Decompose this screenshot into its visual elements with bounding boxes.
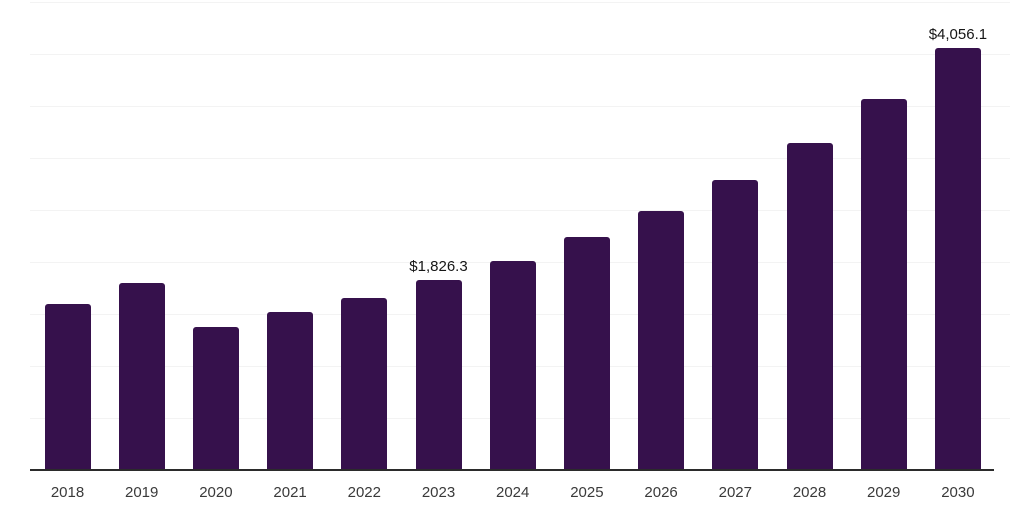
bar-2020[interactable] [192,326,239,470]
x-tick-label-2018: 2018 [50,484,85,501]
bar-2027[interactable] [712,179,759,470]
x-tick-label-2029: 2029 [867,484,901,501]
x-tick-label-2024: 2024 [496,484,530,501]
gridline-2500 [30,210,1010,211]
x-tick-label-2023: 2023 [421,484,456,501]
x-tick-label-2022: 2022 [347,484,381,501]
bar-2024[interactable] [489,261,536,470]
x-tick-label-2025: 2025 [570,484,604,501]
bar-2018[interactable] [44,303,91,470]
x-tick-label-2026: 2026 [644,484,678,501]
value-label-2023: $1,826.3 [409,258,468,276]
bar-2029[interactable] [860,99,907,470]
x-tick-label-2028: 2028 [792,484,827,501]
gridline-3000 [30,158,1010,159]
gridline-3500 [30,106,1010,107]
bar-2019[interactable] [118,282,165,470]
gridline-4500 [30,2,1010,3]
bar-2030[interactable] [934,48,981,470]
value-label-2030: $4,056.1 [928,26,988,44]
bar-2021[interactable] [267,312,314,470]
bar-2022[interactable] [341,298,388,470]
x-tick-label-2019: 2019 [125,484,159,501]
bar-2025[interactable] [563,237,610,470]
bar-2026[interactable] [638,211,685,470]
bar-2028[interactable] [786,142,833,470]
bar-2023[interactable] [415,280,462,470]
x-tick-label-2030: 2030 [941,484,975,501]
x-tick-label-2027: 2027 [718,484,752,501]
gridline-4000 [30,54,1010,55]
x-axis-line [30,469,994,471]
x-tick-label-2020: 2020 [199,484,233,501]
x-tick-label-2021: 2021 [273,484,307,501]
